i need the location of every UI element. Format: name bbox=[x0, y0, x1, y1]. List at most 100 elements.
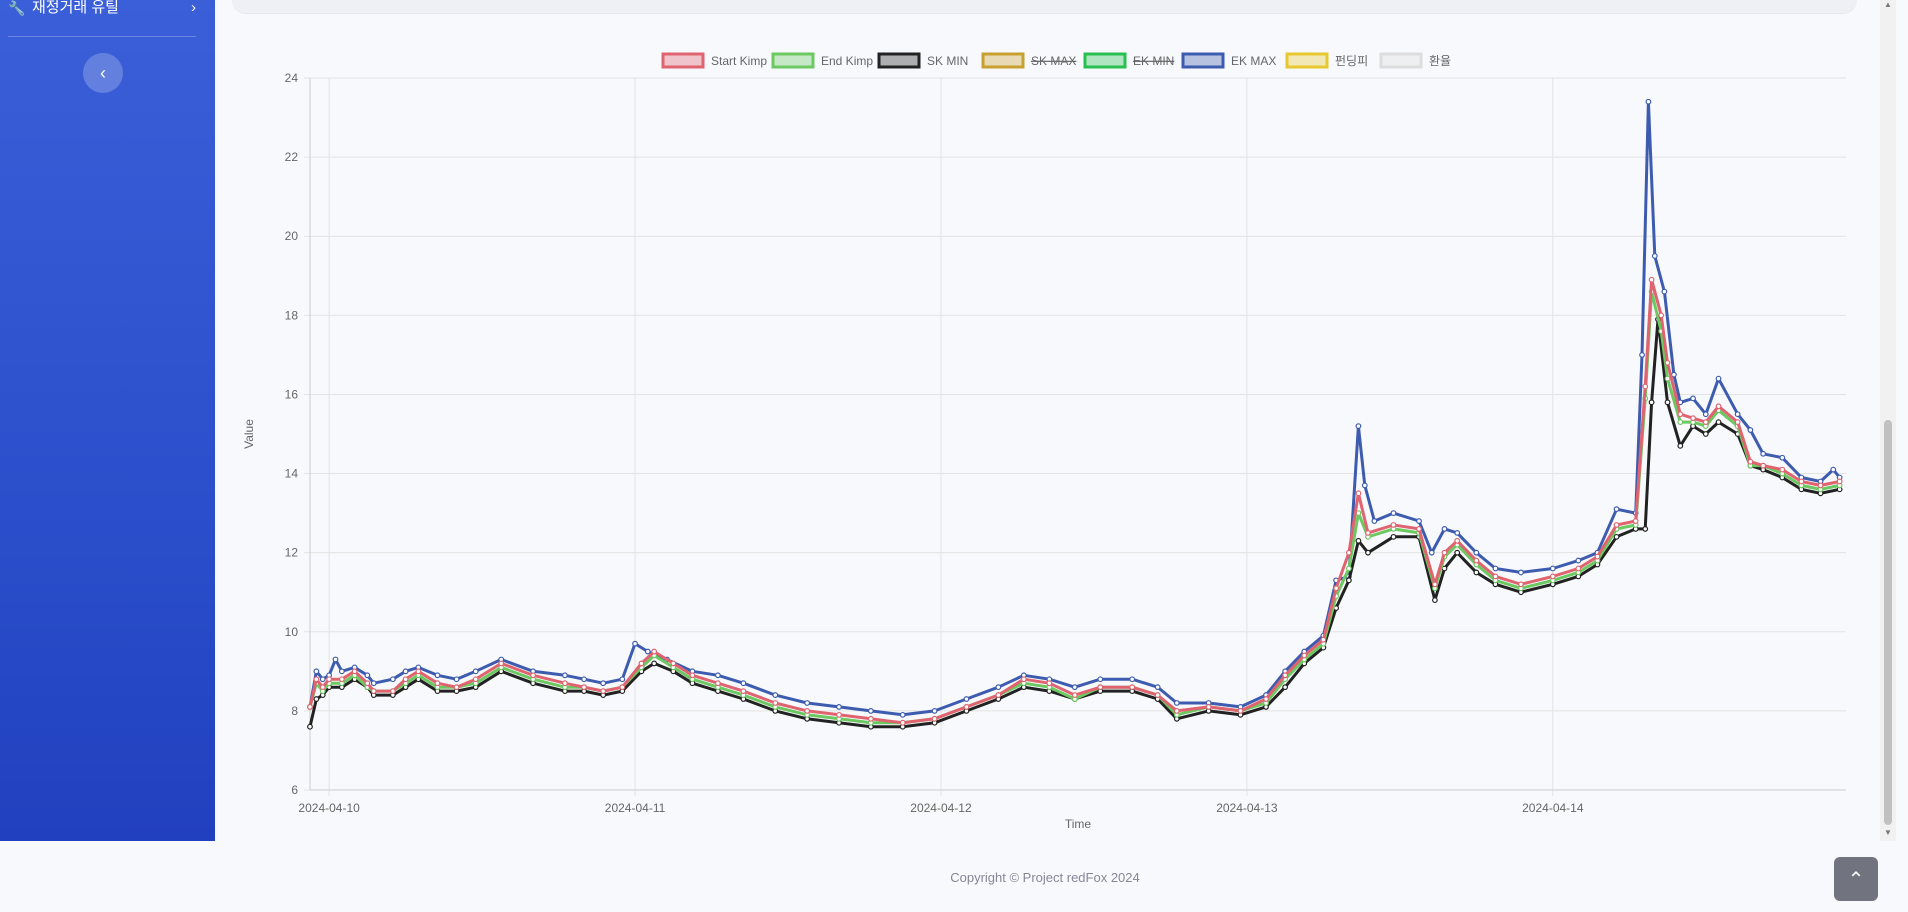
start-kimp-series-point bbox=[351, 668, 358, 675]
ek-max-series-point bbox=[1702, 411, 1709, 418]
start-kimp-series-point bbox=[389, 688, 396, 695]
y-tick-label: 6 bbox=[291, 783, 298, 797]
sk-min-series-point bbox=[1664, 399, 1671, 406]
end-kimp-series bbox=[308, 290, 1840, 725]
sk-min-series-point bbox=[1390, 533, 1397, 540]
page-scrollbar[interactable]: ▲ ▼ bbox=[1880, 0, 1896, 841]
start-kimp-series-point bbox=[740, 688, 747, 695]
ek-max-series-point bbox=[389, 676, 396, 683]
start-kimp-series-point bbox=[1301, 652, 1308, 659]
legend-swatch bbox=[1181, 52, 1225, 69]
sidebar-item-label: 재정거래 유틸 bbox=[32, 0, 119, 16]
ek-max-series-point bbox=[899, 711, 906, 718]
end-kimp-series-point bbox=[1677, 419, 1684, 426]
y-tick-label: 16 bbox=[285, 387, 299, 401]
start-kimp-series-point bbox=[931, 715, 938, 722]
start-kimp-series-point bbox=[1441, 549, 1448, 556]
sidebar: 🔧 재정거래 유틸 › ‹ bbox=[0, 0, 215, 841]
copyright-text: Copyright © Project redFox 2024 bbox=[950, 870, 1140, 885]
start-kimp-series-point bbox=[1715, 403, 1722, 410]
start-kimp-series-point bbox=[804, 707, 811, 714]
ek-max-series-point bbox=[472, 668, 479, 675]
ek-max-series-point bbox=[1071, 684, 1078, 691]
legend-label: SK MIN bbox=[927, 54, 968, 68]
ek-max-series-point bbox=[1173, 700, 1180, 706]
x-axis-title: Time bbox=[1065, 817, 1092, 831]
start-kimp-series-point bbox=[319, 684, 326, 691]
sk-min-series-point bbox=[1677, 442, 1684, 449]
start-kimp-series-point bbox=[1454, 537, 1461, 544]
end-kimp-series-point bbox=[1345, 565, 1352, 572]
scroll-to-top-button[interactable]: ⌃ bbox=[1834, 857, 1878, 901]
ek-max-series-point bbox=[772, 692, 779, 698]
ek-max-series-point bbox=[370, 680, 377, 687]
y-tick-label: 18 bbox=[285, 308, 299, 322]
start-kimp-series-point bbox=[1648, 276, 1655, 283]
sk-min-series-point bbox=[1648, 399, 1655, 406]
ek-max-series-point bbox=[632, 640, 638, 647]
kimp-line-chart: 6 8 10 12 14 16 18 20 22 24 2024-04-10 2024-04-11 20… bbox=[242, 52, 1846, 831]
start-kimp-series-point bbox=[1416, 526, 1422, 532]
start-kimp-series-point bbox=[1836, 478, 1843, 485]
start-kimp-series-point bbox=[1658, 312, 1665, 319]
start-kimp-series-point bbox=[498, 660, 505, 667]
chevron-right-icon: › bbox=[191, 0, 196, 16]
start-kimp-series-point bbox=[1642, 383, 1649, 390]
x-tick-label: 2024-04-10 bbox=[298, 801, 360, 815]
start-kimp-series-point bbox=[1702, 419, 1709, 426]
start-kimp-series-point bbox=[1263, 696, 1269, 702]
scroll-up-arrow-icon[interactable]: ▲ bbox=[1884, 0, 1892, 9]
start-kimp-series-point bbox=[1046, 680, 1053, 687]
ek-max-series-point bbox=[1129, 676, 1136, 683]
sidebar-item-arbitrage-utils[interactable]: 🔧 재정거래 유틸 › bbox=[8, 0, 198, 22]
ek-max-series-point bbox=[1441, 526, 1448, 532]
legend-swatch bbox=[1379, 52, 1423, 69]
start-kimp-series-point bbox=[1632, 518, 1639, 524]
start-kimp-series-point bbox=[530, 672, 536, 679]
start-kimp-series-point bbox=[995, 692, 1002, 698]
sk-min-series-point bbox=[1613, 533, 1620, 540]
start-kimp-series-point bbox=[600, 688, 607, 695]
ek-max-series-point bbox=[931, 707, 938, 714]
start-kimp-series-point bbox=[1205, 704, 1212, 710]
ek-max-series-point bbox=[1613, 506, 1620, 513]
start-kimp-series-point bbox=[1071, 692, 1078, 698]
ek-max-series-point bbox=[434, 672, 441, 679]
legend-swatch bbox=[877, 52, 921, 69]
legend-label: EK MAX bbox=[1231, 54, 1276, 68]
x-tick-label: 2024-04-12 bbox=[910, 801, 972, 815]
start-kimp-series-point bbox=[1575, 565, 1582, 572]
sk-min-series-point bbox=[1345, 577, 1352, 584]
y-tick-label: 22 bbox=[285, 150, 299, 164]
x-tick-label: 2024-04-14 bbox=[1522, 801, 1584, 815]
scroll-down-arrow-icon[interactable]: ▼ bbox=[1884, 828, 1892, 837]
ek-max-series-point bbox=[1575, 557, 1582, 564]
sk-min-series-point bbox=[1355, 537, 1362, 544]
start-kimp-series-point bbox=[619, 684, 626, 691]
start-kimp-series-point bbox=[453, 684, 460, 691]
scrollbar-thumb[interactable] bbox=[1884, 420, 1892, 825]
start-kimp-series-point bbox=[1734, 419, 1741, 426]
y-tick-label: 24 bbox=[285, 71, 299, 85]
ek-max-series-point bbox=[1097, 676, 1104, 683]
start-kimp-series-point bbox=[1282, 672, 1289, 679]
ek-max-series-point bbox=[715, 672, 721, 679]
y-tick-label: 14 bbox=[285, 467, 299, 481]
start-kimp-series-point bbox=[1492, 573, 1499, 580]
sk-min-series-point bbox=[313, 696, 320, 702]
start-kimp-series-point bbox=[1549, 573, 1556, 580]
ek-max-series-point bbox=[1416, 518, 1422, 524]
start-kimp-series-point bbox=[472, 676, 479, 683]
ek-max-series-point bbox=[1473, 549, 1480, 556]
start-kimp-series-point bbox=[670, 660, 677, 667]
start-kimp-series-point bbox=[836, 711, 842, 718]
ek-max-series-point bbox=[1651, 253, 1658, 259]
top-card bbox=[232, 0, 1857, 14]
sidebar-toggle-button[interactable]: ‹ bbox=[83, 53, 123, 93]
chevron-left-icon: ‹ bbox=[100, 62, 106, 83]
start-kimp-series-point bbox=[1020, 676, 1027, 683]
y-tick-label: 10 bbox=[285, 625, 299, 639]
sk-min-series-point bbox=[1642, 526, 1649, 532]
ek-max-series-point bbox=[1428, 549, 1435, 556]
chart-area: 6 8 10 12 14 16 18 20 22 24 2024-04-10 2024-04-11 20… bbox=[215, 30, 1875, 850]
